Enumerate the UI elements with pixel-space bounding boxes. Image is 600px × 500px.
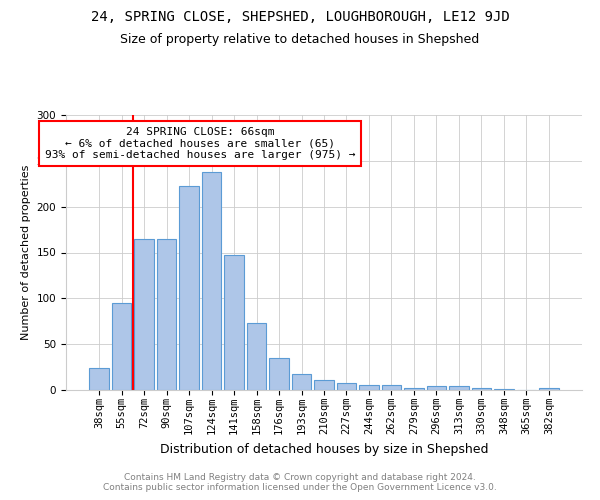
Bar bbox=[382, 386, 401, 390]
Text: Contains HM Land Registry data © Crown copyright and database right 2024.
Contai: Contains HM Land Registry data © Crown c… bbox=[103, 473, 497, 492]
Bar bbox=[134, 239, 154, 390]
Bar bbox=[202, 172, 221, 390]
Bar bbox=[314, 380, 334, 390]
Bar bbox=[269, 358, 289, 390]
Bar bbox=[449, 386, 469, 390]
Bar bbox=[112, 303, 131, 390]
Bar bbox=[427, 386, 446, 390]
Bar bbox=[337, 382, 356, 390]
Bar bbox=[404, 388, 424, 390]
Bar bbox=[292, 374, 311, 390]
Bar bbox=[472, 388, 491, 390]
Bar bbox=[247, 323, 266, 390]
Text: 24, SPRING CLOSE, SHEPSHED, LOUGHBOROUGH, LE12 9JD: 24, SPRING CLOSE, SHEPSHED, LOUGHBOROUGH… bbox=[91, 10, 509, 24]
Bar bbox=[179, 186, 199, 390]
Y-axis label: Number of detached properties: Number of detached properties bbox=[21, 165, 31, 340]
Bar bbox=[157, 239, 176, 390]
Text: Distribution of detached houses by size in Shepshed: Distribution of detached houses by size … bbox=[160, 442, 488, 456]
Bar bbox=[539, 388, 559, 390]
Bar bbox=[359, 386, 379, 390]
Bar bbox=[89, 368, 109, 390]
Bar bbox=[494, 389, 514, 390]
Text: Size of property relative to detached houses in Shepshed: Size of property relative to detached ho… bbox=[121, 32, 479, 46]
Bar bbox=[224, 255, 244, 390]
Text: 24 SPRING CLOSE: 66sqm
← 6% of detached houses are smaller (65)
93% of semi-deta: 24 SPRING CLOSE: 66sqm ← 6% of detached … bbox=[45, 127, 356, 160]
